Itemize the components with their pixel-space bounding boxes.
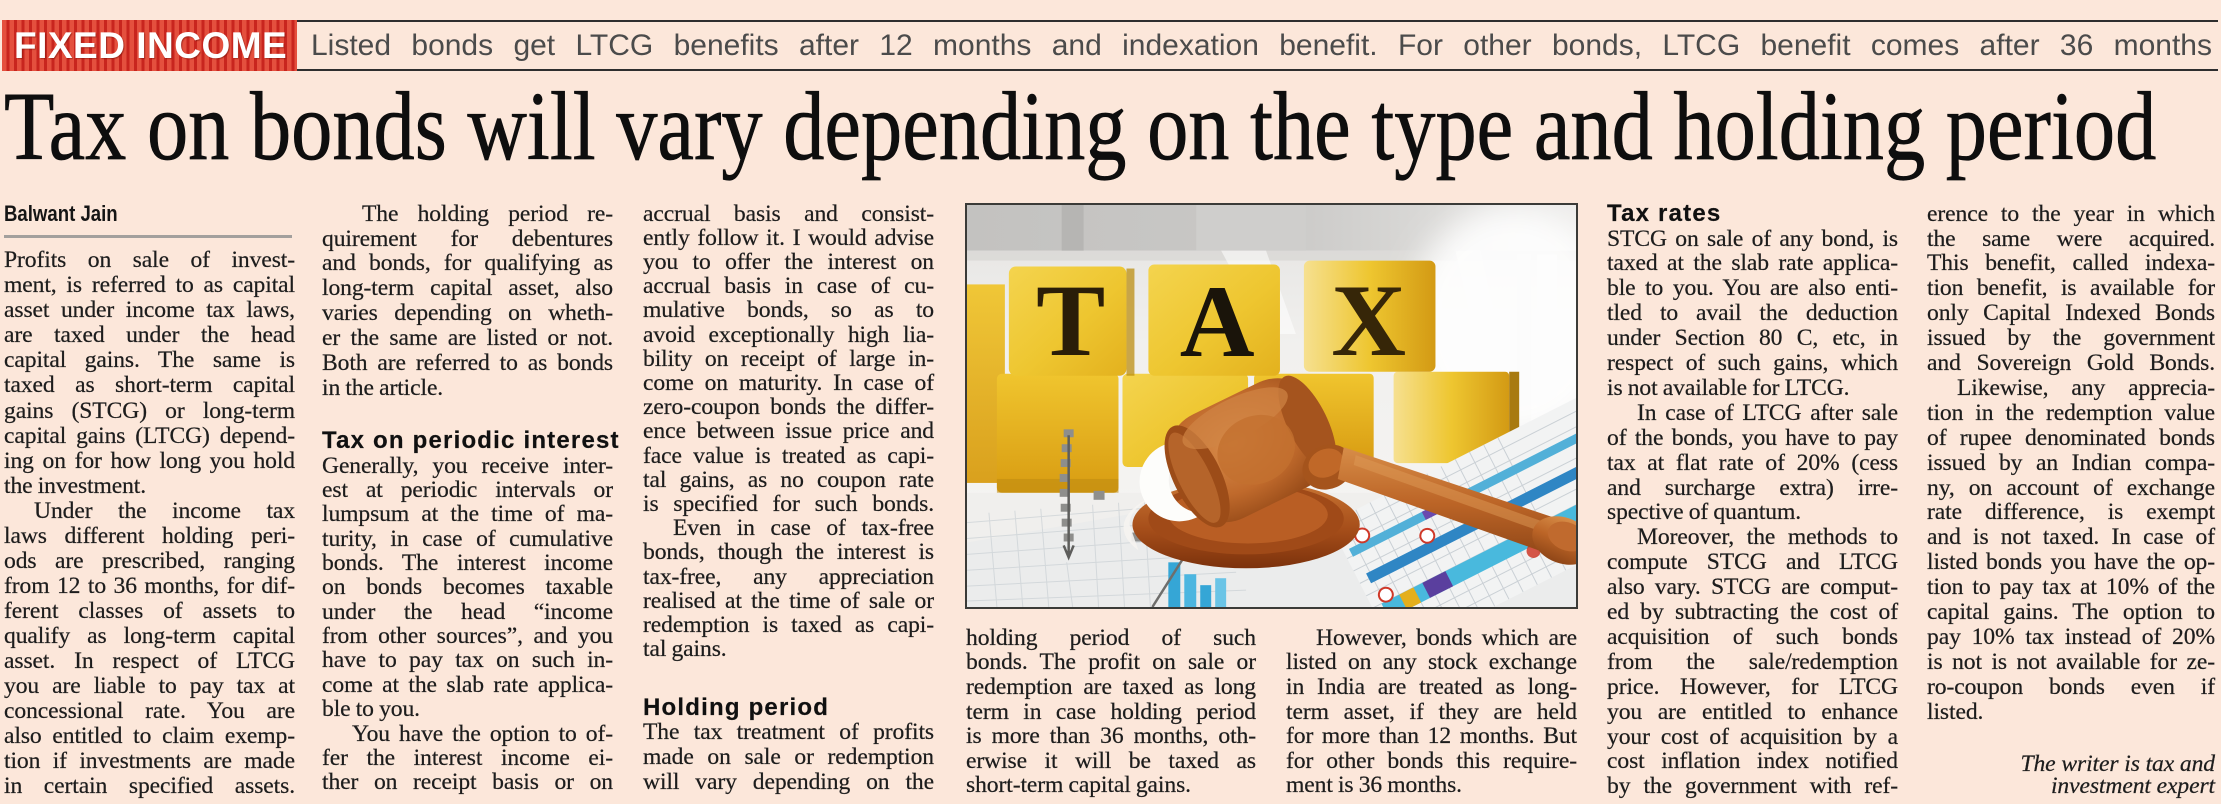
svg-text:A: A — [1180, 265, 1255, 379]
svg-text:X: X — [1331, 264, 1406, 378]
svg-text:T: T — [1036, 264, 1105, 378]
